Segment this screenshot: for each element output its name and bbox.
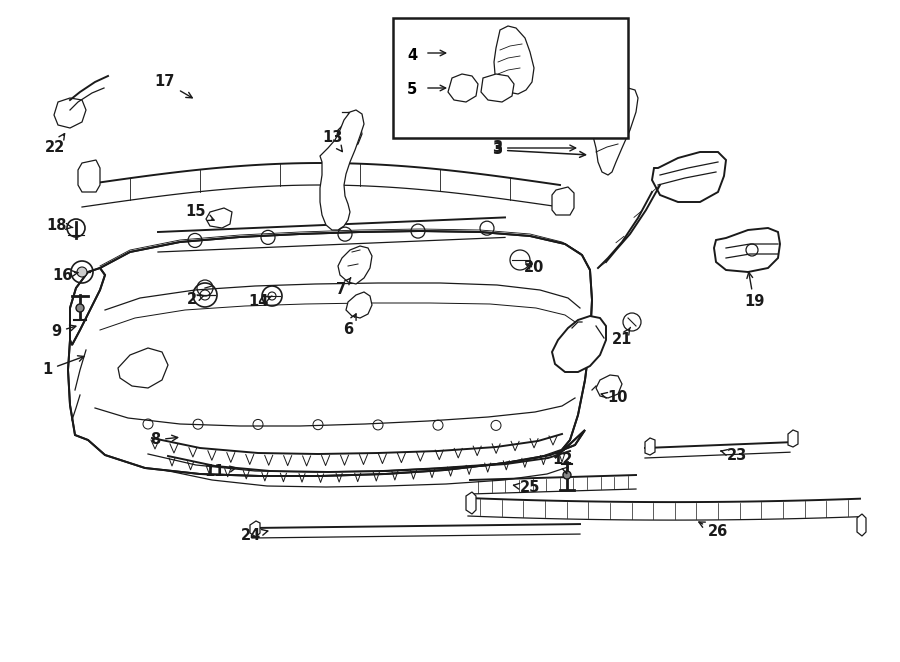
Polygon shape [448,74,478,102]
Polygon shape [714,228,780,272]
Polygon shape [70,268,105,345]
Polygon shape [118,348,168,388]
Bar [393,18,628,138]
Text: 3: 3 [492,140,576,156]
Polygon shape [320,110,364,230]
Polygon shape [552,316,606,372]
Polygon shape [466,492,476,514]
Polygon shape [788,430,798,447]
Polygon shape [588,88,638,175]
Text: 9: 9 [51,324,76,340]
Text: 21: 21 [612,328,632,348]
Text: 13: 13 [322,130,342,152]
Polygon shape [346,292,372,318]
Text: 11: 11 [205,465,236,479]
Polygon shape [552,187,574,215]
Polygon shape [250,521,260,537]
Text: 14: 14 [248,295,272,310]
Polygon shape [206,208,232,228]
Polygon shape [54,98,86,128]
Text: 24: 24 [241,528,268,542]
Text: 8: 8 [150,432,177,448]
Text: 12: 12 [553,453,573,473]
Text: 25: 25 [513,481,540,495]
Text: 19: 19 [743,272,764,310]
Text: 7: 7 [336,278,351,297]
Text: 22: 22 [45,134,65,156]
Polygon shape [481,74,514,102]
Polygon shape [494,26,534,94]
Polygon shape [645,438,655,455]
Polygon shape [652,152,726,202]
Text: 6: 6 [343,314,356,338]
Polygon shape [596,375,622,398]
Polygon shape [78,160,100,192]
Text: 16: 16 [52,267,78,283]
Text: 5: 5 [407,83,417,97]
Text: 17: 17 [155,75,193,98]
Text: 23: 23 [721,448,747,463]
Polygon shape [338,246,372,284]
Text: 26: 26 [698,522,728,540]
Text: 18: 18 [47,218,73,232]
Circle shape [563,471,571,479]
Text: 1: 1 [42,355,84,377]
Text: 2: 2 [187,293,203,308]
Polygon shape [68,231,592,476]
Text: 10: 10 [601,391,628,406]
Text: 4: 4 [407,48,417,62]
Circle shape [76,304,84,312]
Text: 15: 15 [185,205,214,220]
Polygon shape [857,514,866,536]
Polygon shape [336,120,362,148]
Text: 20: 20 [524,261,544,275]
Text: 3: 3 [492,142,586,158]
Circle shape [77,267,87,277]
